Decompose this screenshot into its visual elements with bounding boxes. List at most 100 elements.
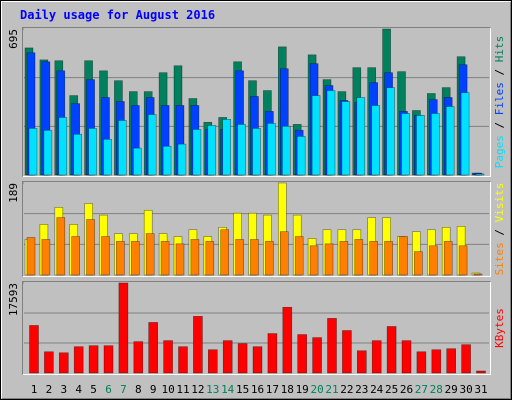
x-tick-label: 31 [474, 383, 487, 396]
bar [163, 340, 173, 374]
bar [73, 133, 82, 176]
x-tick-label: 28 [430, 383, 443, 396]
bar [431, 349, 442, 374]
bar [205, 241, 215, 276]
bar [118, 282, 129, 374]
x-tick-label: 8 [135, 383, 142, 396]
bar [401, 113, 410, 176]
y-tick-label: 695 [7, 29, 20, 49]
bar [190, 239, 200, 276]
x-tick-label: 3 [60, 383, 67, 396]
bar [148, 322, 158, 374]
bar [116, 241, 125, 276]
bar [177, 143, 187, 176]
x-tick-label: 26 [400, 383, 413, 396]
bar [354, 239, 364, 276]
bar [267, 123, 276, 176]
x-tick-label: 18 [281, 383, 294, 396]
bar [309, 245, 319, 276]
x-tick-label: 20 [310, 383, 323, 396]
x-tick-label: 2 [46, 383, 53, 396]
x-tick-label: 11 [176, 383, 189, 396]
bar [101, 236, 110, 276]
legend-separator: / [493, 115, 506, 135]
bar [414, 251, 423, 276]
bar [147, 114, 157, 176]
legend-entry: Hits [493, 36, 506, 63]
legend: Pages / Files / Hits [493, 36, 506, 169]
x-tick-label: 17 [266, 383, 279, 396]
bar [445, 106, 455, 176]
bar [460, 92, 470, 176]
bar [341, 101, 351, 176]
panel-light-edge [23, 28, 491, 177]
chart-title: Daily usage for August 2016 [20, 8, 215, 22]
bar [118, 120, 127, 176]
bar [458, 245, 468, 276]
x-tick-label: 19 [296, 383, 309, 396]
bar [312, 337, 322, 374]
bar [386, 326, 397, 374]
x-tick-label: 21 [325, 383, 338, 396]
bar [58, 117, 68, 176]
legend-entry: Sites [493, 242, 506, 275]
bar [252, 128, 261, 176]
bar [88, 128, 97, 176]
x-tick-label: 22 [340, 383, 353, 396]
x-tick-label: 25 [385, 383, 398, 396]
x-tick-label: 13 [206, 383, 219, 396]
bar [29, 325, 39, 374]
bar [235, 239, 244, 276]
bar [446, 348, 457, 374]
legend-separator: / [493, 222, 506, 242]
bar [326, 90, 336, 176]
bar [416, 351, 427, 374]
x-tick-label: 6 [105, 383, 112, 396]
bar [145, 233, 155, 276]
bar [475, 173, 485, 176]
bar [192, 129, 202, 176]
bar [282, 306, 293, 374]
legend-separator: / [493, 62, 506, 82]
y-tick-label: 17593 [7, 283, 20, 316]
bar [178, 346, 188, 374]
bar [371, 105, 381, 176]
bar [56, 217, 66, 276]
x-tick-label: 30 [459, 383, 472, 396]
bar [44, 351, 54, 374]
bar [267, 333, 278, 374]
bar [58, 352, 69, 374]
panel-dark-edge [22, 181, 491, 277]
x-tick-label: 12 [191, 383, 204, 396]
legend: Sites / Visits [493, 183, 506, 276]
bar [26, 237, 36, 276]
x-tick-label: 9 [150, 383, 157, 396]
bar [175, 243, 185, 276]
bar [443, 241, 453, 276]
x-tick-label: 4 [75, 383, 82, 396]
bar [41, 239, 51, 276]
bar [250, 239, 259, 276]
bar [265, 241, 274, 276]
legend: KBytes [493, 308, 506, 348]
bar [281, 125, 291, 176]
bar [399, 236, 408, 276]
bar [193, 316, 203, 374]
x-tick-label: 16 [251, 383, 264, 396]
bar [324, 243, 334, 276]
bar [430, 113, 440, 176]
x-tick-label: 14 [221, 383, 235, 396]
bar [356, 97, 366, 176]
x-tick-label: 1 [31, 383, 38, 396]
bar [73, 346, 84, 374]
x-tick-label: 29 [445, 383, 458, 396]
legend-entry: Files [493, 82, 506, 115]
bar [207, 125, 217, 176]
bar [160, 241, 170, 276]
bar [28, 128, 38, 176]
bar [384, 241, 393, 276]
panel-dark-edge [22, 281, 491, 375]
bar [103, 345, 114, 374]
